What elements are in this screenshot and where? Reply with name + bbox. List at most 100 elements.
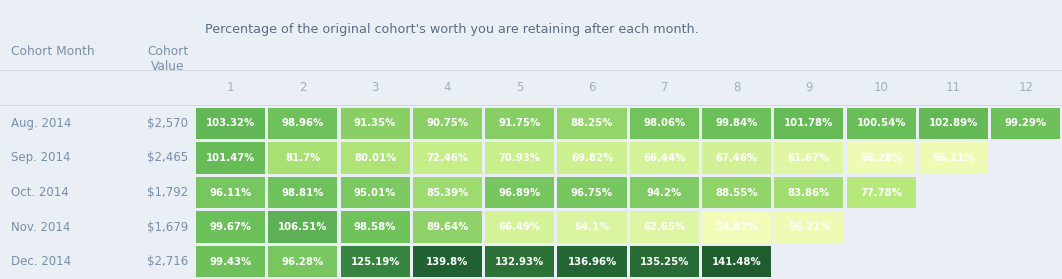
Text: 98.06%: 98.06% [644, 118, 685, 128]
FancyBboxPatch shape [413, 177, 482, 208]
Text: 1: 1 [227, 81, 235, 94]
Text: 99.67%: 99.67% [209, 222, 252, 232]
Text: 8: 8 [733, 81, 740, 94]
Text: 106.51%: 106.51% [278, 222, 327, 232]
Text: Percentage of the original cohort's worth you are retaining after each month.: Percentage of the original cohort's wort… [205, 23, 699, 36]
Text: 125.19%: 125.19% [350, 257, 400, 267]
Text: 69.82%: 69.82% [571, 153, 613, 163]
FancyBboxPatch shape [846, 177, 915, 208]
Text: Oct. 2014: Oct. 2014 [11, 186, 68, 199]
Text: 95.01%: 95.01% [354, 187, 396, 198]
FancyBboxPatch shape [485, 211, 554, 243]
Text: Sep. 2014: Sep. 2014 [11, 151, 70, 164]
Text: 56.21%: 56.21% [788, 222, 830, 232]
Text: $2,465: $2,465 [148, 151, 188, 164]
FancyBboxPatch shape [485, 177, 554, 208]
Text: 103.32%: 103.32% [206, 118, 255, 128]
FancyBboxPatch shape [485, 142, 554, 174]
FancyBboxPatch shape [774, 177, 843, 208]
Text: 72.46%: 72.46% [426, 153, 468, 163]
FancyBboxPatch shape [774, 108, 843, 139]
Text: 6: 6 [588, 81, 596, 94]
Text: 64.1%: 64.1% [575, 222, 610, 232]
FancyBboxPatch shape [341, 211, 410, 243]
FancyBboxPatch shape [774, 211, 843, 243]
FancyBboxPatch shape [702, 177, 771, 208]
Text: $1,792: $1,792 [148, 186, 188, 199]
Text: 56.11%: 56.11% [932, 153, 975, 163]
Text: 88.25%: 88.25% [570, 118, 613, 128]
Text: Dec. 2014: Dec. 2014 [11, 255, 71, 268]
FancyBboxPatch shape [195, 211, 266, 243]
Text: 85.39%: 85.39% [426, 187, 468, 198]
FancyBboxPatch shape [702, 142, 771, 174]
Text: 81.7%: 81.7% [286, 153, 321, 163]
Text: 62.65%: 62.65% [644, 222, 685, 232]
Text: Nov. 2014: Nov. 2014 [11, 221, 70, 234]
Text: 9: 9 [805, 81, 812, 94]
FancyBboxPatch shape [846, 108, 915, 139]
FancyBboxPatch shape [774, 142, 843, 174]
Text: 96.75%: 96.75% [571, 187, 613, 198]
Text: 99.43%: 99.43% [209, 257, 252, 267]
FancyBboxPatch shape [630, 142, 699, 174]
FancyBboxPatch shape [269, 177, 338, 208]
Text: 136.96%: 136.96% [567, 257, 617, 267]
Text: 141.48%: 141.48% [712, 257, 761, 267]
Text: 11: 11 [946, 81, 961, 94]
Text: 98.81%: 98.81% [281, 187, 324, 198]
FancyBboxPatch shape [195, 177, 266, 208]
Text: 54.82%: 54.82% [716, 222, 758, 232]
FancyBboxPatch shape [991, 108, 1060, 139]
Text: 139.8%: 139.8% [426, 257, 468, 267]
FancyBboxPatch shape [485, 246, 554, 277]
Text: $2,570: $2,570 [148, 117, 188, 130]
Text: 66.49%: 66.49% [498, 222, 541, 232]
Text: $1,679: $1,679 [148, 221, 188, 234]
FancyBboxPatch shape [195, 142, 266, 174]
FancyBboxPatch shape [702, 108, 771, 139]
Text: 3: 3 [372, 81, 379, 94]
Text: 90.75%: 90.75% [426, 118, 468, 128]
Text: 80.01%: 80.01% [354, 153, 396, 163]
FancyBboxPatch shape [413, 142, 482, 174]
FancyBboxPatch shape [485, 108, 554, 139]
FancyBboxPatch shape [341, 142, 410, 174]
FancyBboxPatch shape [558, 211, 627, 243]
Text: 101.78%: 101.78% [784, 118, 834, 128]
Text: 94.2%: 94.2% [647, 187, 682, 198]
Text: 2: 2 [299, 81, 307, 94]
Text: 135.25%: 135.25% [639, 257, 689, 267]
FancyBboxPatch shape [919, 108, 988, 139]
Text: 132.93%: 132.93% [495, 257, 545, 267]
Text: 4: 4 [444, 81, 451, 94]
Text: 99.29%: 99.29% [1005, 118, 1047, 128]
FancyBboxPatch shape [269, 246, 338, 277]
Text: 96.11%: 96.11% [209, 187, 252, 198]
Text: Aug. 2014: Aug. 2014 [11, 117, 71, 130]
FancyBboxPatch shape [558, 177, 627, 208]
Text: 99.84%: 99.84% [716, 118, 758, 128]
Text: 91.35%: 91.35% [354, 118, 396, 128]
FancyBboxPatch shape [630, 211, 699, 243]
FancyBboxPatch shape [341, 108, 410, 139]
FancyBboxPatch shape [630, 246, 699, 277]
FancyBboxPatch shape [558, 108, 627, 139]
Text: 77.78%: 77.78% [860, 187, 903, 198]
FancyBboxPatch shape [846, 142, 915, 174]
Text: 7: 7 [661, 81, 668, 94]
Text: 83.86%: 83.86% [788, 187, 830, 198]
Text: 101.47%: 101.47% [206, 153, 255, 163]
FancyBboxPatch shape [413, 246, 482, 277]
Text: 61.67%: 61.67% [788, 153, 830, 163]
FancyBboxPatch shape [558, 142, 627, 174]
Text: 102.89%: 102.89% [929, 118, 978, 128]
FancyBboxPatch shape [269, 142, 338, 174]
FancyBboxPatch shape [702, 211, 771, 243]
Text: 98.96%: 98.96% [281, 118, 324, 128]
Text: 66.44%: 66.44% [644, 153, 685, 163]
Text: 88.55%: 88.55% [716, 187, 758, 198]
Text: 56.28%: 56.28% [860, 153, 903, 163]
Text: 96.28%: 96.28% [281, 257, 324, 267]
Text: 100.54%: 100.54% [856, 118, 906, 128]
